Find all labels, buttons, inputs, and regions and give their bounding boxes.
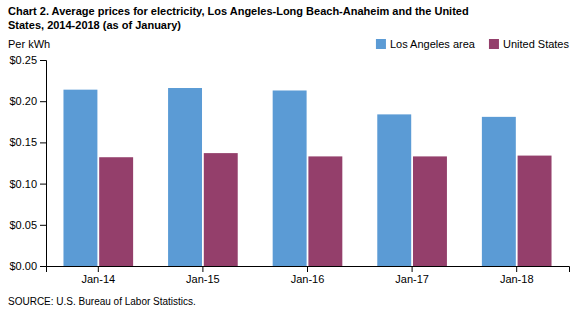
tick: $0.15 [9,136,46,148]
tick-label: $0.25 [9,54,37,66]
bar-series [99,153,551,266]
bar [308,156,342,266]
title: Chart 2. Average prices for electricity,… [8,5,469,17]
legend-swatch [489,39,499,49]
y-axis-title: Per kWh [8,38,50,50]
tick: Jan-17 [395,266,429,285]
tick-label: $0.05 [9,219,37,231]
tick: $0.20 [9,95,46,107]
tick: $0.10 [9,178,46,190]
tick-mark [40,184,46,185]
tick-mark [40,225,46,226]
legend: Los Angeles area United States [376,38,570,50]
source-note: SOURCE: U.S. Bureau of Labor Statistics. [8,296,196,307]
plot: $0.00$0.05$0.10$0.15$0.20$0.25Jan-14Jan-… [9,54,569,285]
bar [377,114,411,266]
tick: $0.00 [9,260,46,272]
tick-label: Jan-16 [291,273,325,285]
legend-item: United States [489,38,570,50]
tick-label: $0.10 [9,178,37,190]
tick-mark [40,60,46,61]
tick-mark [516,266,517,272]
subtitle: States, 2014-2018 (as of January) [8,19,181,31]
bar [168,88,202,266]
tick-mark [40,101,46,102]
tick: Jan-15 [186,266,220,285]
bar [273,90,307,266]
tick-label: Jan-15 [186,273,220,285]
tick-label: Jan-17 [395,273,429,285]
legend-label: United States [503,38,570,50]
tick-label: $0.20 [9,95,37,107]
bars [63,88,551,266]
tick-mark [98,266,99,272]
bar [518,156,552,266]
tick-mark [202,266,203,272]
axis-line [47,267,570,273]
tick: $0.25 [9,54,46,66]
tick-label: Jan-18 [500,273,534,285]
tick-mark [412,266,413,272]
legend-item: Los Angeles area [376,38,476,50]
tick-mark [40,266,46,267]
legend-label: Los Angeles area [390,38,476,50]
tick-mark [307,266,308,272]
tick: Jan-18 [500,266,534,285]
tick-mark [40,142,46,143]
chart: Chart 2. Average prices for electricity,… [0,0,579,310]
bar [413,156,447,266]
tick: Jan-14 [81,266,115,285]
tick: Jan-16 [291,266,325,285]
tick-label: $0.00 [9,260,37,272]
axis-line [40,61,47,267]
bar [99,157,133,266]
bar [204,153,238,266]
x-axis: Jan-14 Jan-15 Jan-16 Jan-17 Jan-18 [47,266,570,285]
y-axis: $0.00 $0.05 $0.10 $0.15 $0.20 $0.25 [9,54,46,272]
bar [482,117,516,266]
tick: $0.05 [9,219,46,231]
bar-series [63,88,515,266]
tick-label: Jan-14 [81,273,115,285]
legend-swatch [376,39,386,49]
tick-label: $0.15 [9,136,37,148]
bar [63,90,97,266]
